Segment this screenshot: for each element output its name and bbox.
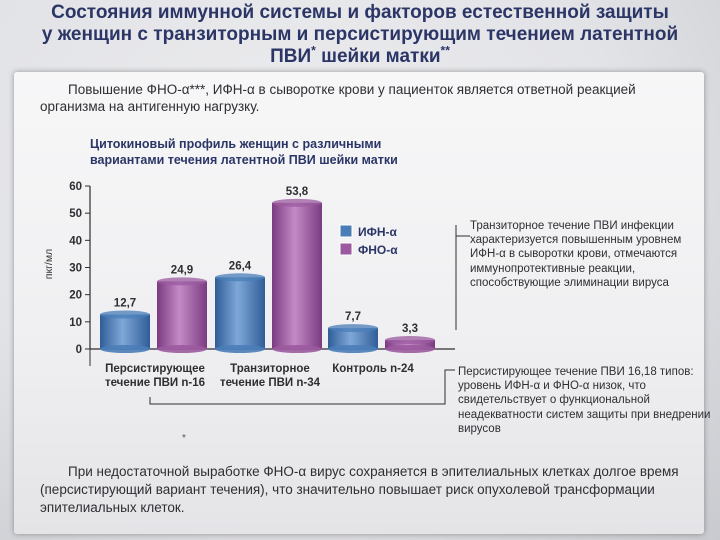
y-tick-label: 60: [69, 181, 82, 193]
legend-label: ИФН-α: [358, 225, 398, 239]
bar-base-cap: [157, 345, 207, 353]
y-tick-label: 50: [69, 208, 82, 220]
title-sup-1: *: [311, 43, 316, 58]
bar-value-label: 7,7: [345, 311, 361, 323]
category-label: течение ПВИ n-16: [105, 377, 205, 389]
bar-value-label: 3,3: [402, 323, 418, 335]
y-tick-label: 10: [69, 317, 82, 329]
y-axis-label: пкг/мл: [43, 249, 55, 279]
bar-tnf: [272, 202, 322, 349]
y-tick-label: 30: [69, 263, 82, 275]
bar-tnf: [385, 340, 435, 349]
category-label: Транзиторное: [230, 363, 310, 375]
title-line-1: Состояния иммунной системы и факторов ес…: [51, 2, 669, 23]
y-tick-label: 0: [76, 344, 82, 356]
content-panel: [14, 72, 704, 534]
legend-swatch-tnf: [339, 242, 353, 256]
bar-base-cap: [328, 345, 378, 353]
bar-base-cap: [100, 345, 150, 353]
bar-base-cap: [385, 345, 435, 353]
legend-swatch-ifn: [339, 224, 353, 238]
slide-title: Состояния иммунной системы и факторов ес…: [30, 2, 690, 68]
bar-ifn: [215, 277, 265, 349]
note-persistent-connector: [149, 369, 455, 405]
bar-value-label: 12,7: [114, 297, 136, 309]
bar-ifn: [100, 314, 150, 349]
bar-top-cap: [157, 277, 207, 286]
bar-top-cap: [385, 336, 435, 345]
note-persistent: Персистирующее течение ПВИ 16,18 типов: …: [458, 366, 711, 435]
title-line-3-main: ПВИ: [270, 46, 312, 67]
bar-tnf: [157, 281, 207, 349]
title-sup-2: **: [440, 43, 450, 58]
note-transient: Транзиторное течение ПВИ инфекции характ…: [470, 220, 682, 289]
bar-top-cap: [100, 310, 150, 319]
title-line-3-rest: шейки матки: [315, 46, 441, 67]
category-label: Персистирующее: [105, 363, 205, 375]
bar-value-label: 26,4: [229, 260, 252, 272]
bar-top-cap: [328, 324, 378, 333]
bar-top-cap: [215, 273, 265, 282]
title-line-3: ПВИ* шейки матки**: [30, 43, 690, 68]
y-tick-label: 20: [69, 290, 82, 302]
chart-title: Цитокиновый профиль женщин с различными …: [90, 137, 398, 167]
bar-top-cap: [272, 198, 322, 207]
bottom-text: При недостаточной выработке ФНО-α вирус …: [40, 464, 679, 515]
bar-value-label: 53,8: [286, 186, 309, 198]
intro-text: Повышение ФНО-α***, ИФН-α в сыворотке кр…: [40, 82, 636, 114]
title-line-2: у женщин с транзиторным и персистирующим…: [41, 24, 679, 45]
bar-ifn: [328, 328, 378, 349]
bar-base-cap: [272, 345, 322, 353]
bar-base-cap: [215, 345, 265, 353]
category-label: Контроль n-24: [332, 363, 414, 375]
note-transient-connector: [455, 235, 470, 237]
footnote-asterisk: *: [182, 433, 186, 444]
y-tick-label: 40: [69, 235, 82, 247]
category-label: течение ПВИ n-34: [220, 377, 321, 389]
bar-value-label: 24,9: [171, 264, 193, 276]
legend-label: ФНО-α: [358, 243, 398, 257]
